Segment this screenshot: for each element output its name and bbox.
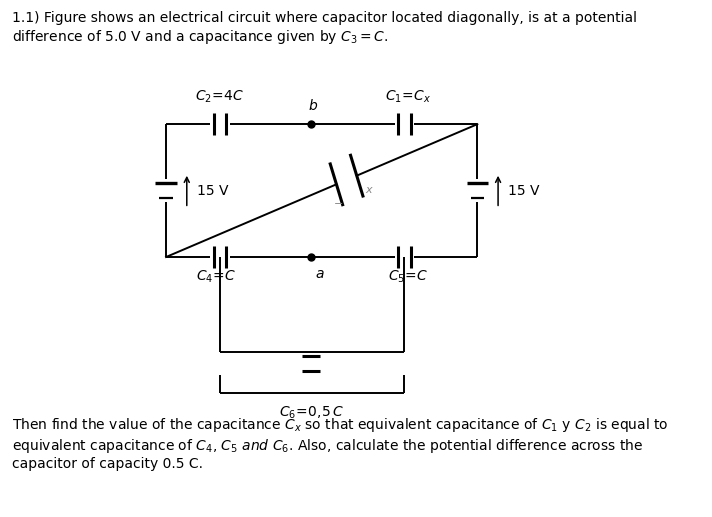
- Text: $-$: $-$: [333, 196, 343, 207]
- Text: $b$: $b$: [308, 98, 318, 113]
- Text: 15 V: 15 V: [508, 184, 540, 197]
- Text: Then find the value of the capacitance $C_x$ so that equivalent capacitance of $: Then find the value of the capacitance $…: [13, 416, 669, 471]
- Text: $C_6\!=\!0{,}5\,C$: $C_6\!=\!0{,}5\,C$: [279, 405, 344, 421]
- Text: 15 V: 15 V: [197, 184, 229, 197]
- Text: $a$: $a$: [315, 267, 325, 281]
- Text: $C_1\!=\!C_x$: $C_1\!=\!C_x$: [385, 88, 431, 104]
- Text: $C_4\!=\!C$: $C_4\!=\!C$: [196, 269, 236, 285]
- Text: $C_5\!=\!C$: $C_5\!=\!C$: [388, 269, 429, 285]
- Text: 1.1) Figure shows an electrical circuit where capacitor located diagonally, is a: 1.1) Figure shows an electrical circuit …: [13, 11, 637, 45]
- Text: $C_2\!=\!4C$: $C_2\!=\!4C$: [195, 88, 245, 104]
- Text: $x$: $x$: [365, 185, 375, 195]
